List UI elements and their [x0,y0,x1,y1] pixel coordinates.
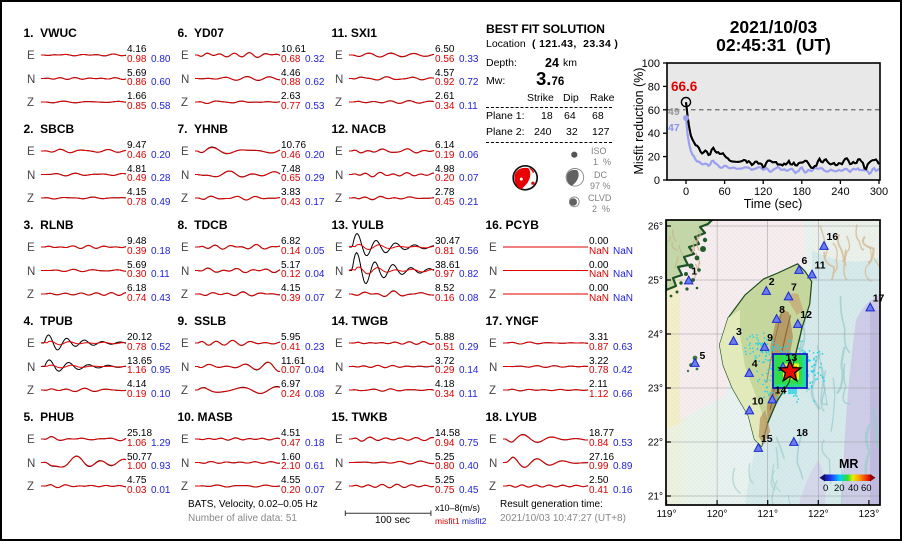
svg-text:18: 18 [796,427,808,439]
svg-text:40: 40 [848,483,859,494]
svg-text:47: 47 [668,122,680,134]
svg-text:11: 11 [815,260,826,272]
svg-text:122°: 122° [808,509,829,520]
svg-text:120: 120 [754,186,772,198]
svg-text:80: 80 [648,81,660,93]
svg-text:Misfit reduction (%): Misfit reduction (%) [632,68,646,175]
svg-text:60: 60 [648,105,660,117]
svg-text:0: 0 [823,483,828,494]
svg-text:5: 5 [700,350,706,362]
svg-text:10: 10 [752,396,764,408]
svg-text:40: 40 [648,128,660,140]
svg-text:16: 16 [827,231,839,243]
svg-text:121°: 121° [757,509,778,520]
svg-text:20: 20 [834,483,845,494]
svg-text:119°: 119° [657,509,677,520]
svg-text:60: 60 [861,483,872,494]
svg-text:25°: 25° [648,276,663,287]
svg-text:49: 49 [668,106,680,118]
svg-text:0: 0 [683,186,689,198]
svg-text:123°: 123° [859,509,880,520]
svg-text:66.6: 66.6 [671,79,698,94]
svg-text:7: 7 [791,282,797,294]
svg-text:14: 14 [775,385,787,397]
svg-text:26°: 26° [648,222,663,233]
svg-text:120°: 120° [707,509,728,520]
svg-text:300: 300 [870,186,888,198]
svg-text:12: 12 [800,309,812,321]
svg-text:4: 4 [752,358,758,370]
svg-text:1: 1 [691,266,697,278]
svg-text:20: 20 [648,152,660,164]
svg-text:13: 13 [786,352,798,364]
svg-text:2: 2 [769,276,775,288]
svg-text:8: 8 [779,304,785,316]
svg-text:17: 17 [873,293,885,305]
svg-text:60: 60 [718,186,730,198]
svg-text:6: 6 [802,255,808,267]
svg-text:24°: 24° [648,330,663,341]
svg-text:0: 0 [654,175,660,187]
svg-text:9: 9 [767,332,773,344]
svg-text:MR: MR [839,457,858,471]
svg-text:100: 100 [642,58,660,70]
svg-text:Time (sec): Time (sec) [744,197,803,211]
svg-text:21°: 21° [648,492,663,503]
svg-text:15: 15 [761,433,773,445]
svg-text:23°: 23° [648,384,663,395]
svg-text:240: 240 [831,186,849,198]
svg-text:3: 3 [736,326,742,338]
svg-text:22°: 22° [648,438,663,449]
svg-text:180: 180 [793,186,811,198]
